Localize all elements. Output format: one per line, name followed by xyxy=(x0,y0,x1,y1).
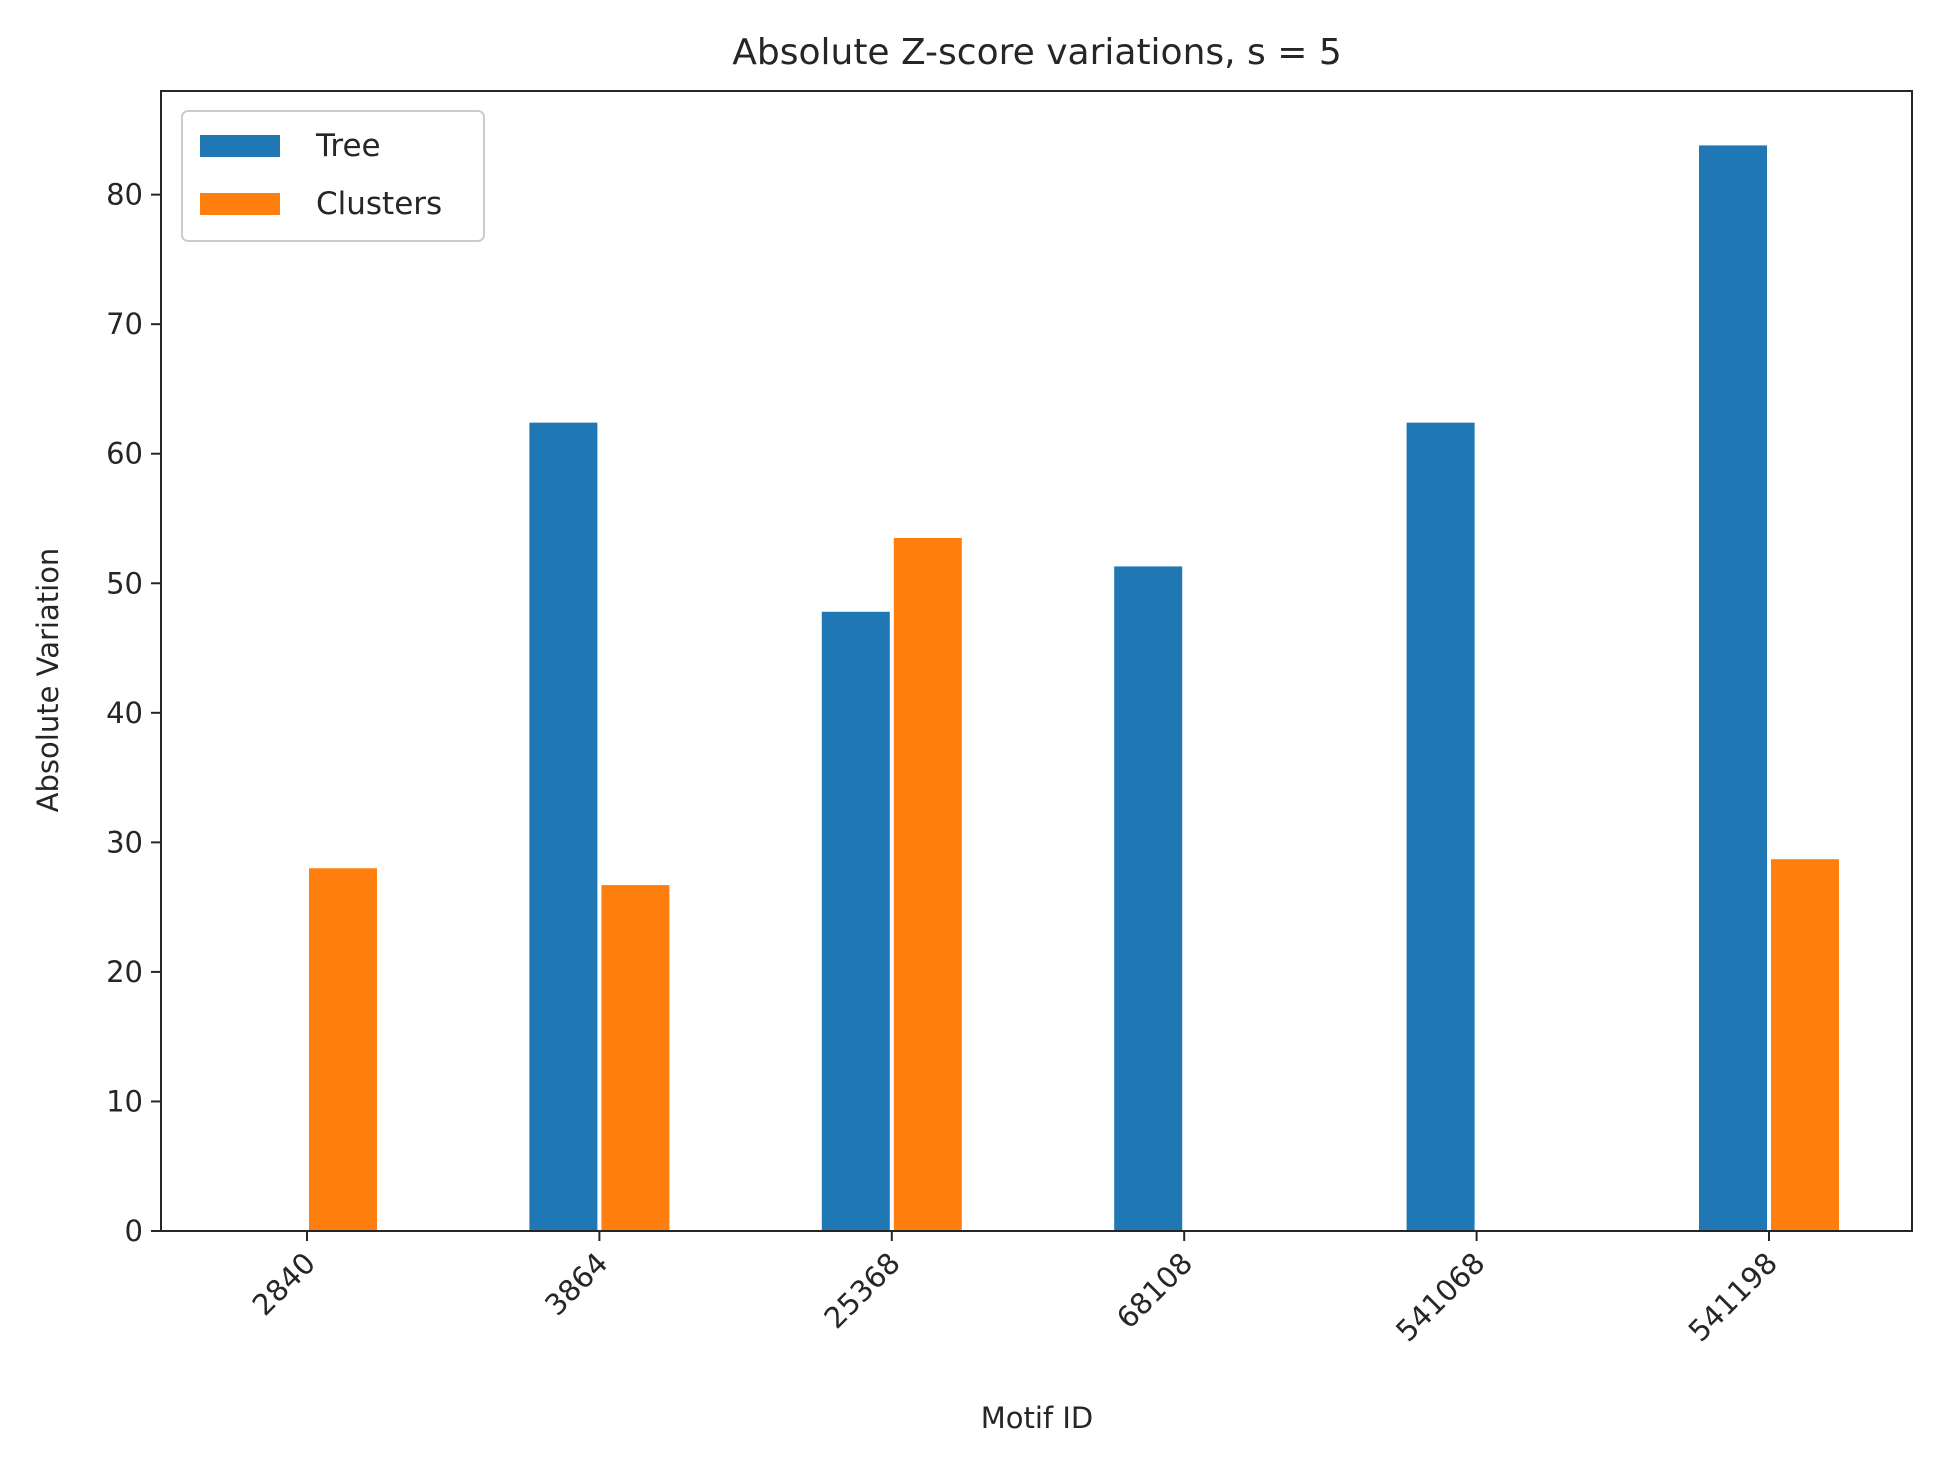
bar-tree-25368 xyxy=(821,611,890,1231)
bar-tree-3864 xyxy=(529,422,598,1231)
bar-clusters-25368 xyxy=(893,537,962,1231)
legend: Tree Clusters xyxy=(181,110,485,242)
bar-tree-68108 xyxy=(1114,566,1183,1231)
y-tick-label: 10 xyxy=(106,1084,143,1118)
y-tick-label: 50 xyxy=(106,566,143,600)
y-tick-label: 20 xyxy=(106,955,143,989)
y-tick-label: 70 xyxy=(106,307,143,341)
y-tick-label: 80 xyxy=(106,178,143,212)
plot-area xyxy=(309,145,1839,1232)
bar-clusters-2840 xyxy=(309,868,377,1231)
y-tick-label: 40 xyxy=(106,696,143,730)
y-axis-label: Absolute Variation xyxy=(31,548,65,813)
axes-frame xyxy=(160,90,1913,1232)
y-tick-label: 60 xyxy=(106,437,143,471)
bar-tree-541068 xyxy=(1406,422,1475,1231)
legend-swatch-tree xyxy=(200,135,280,157)
y-tick-label: 30 xyxy=(106,825,143,859)
legend-swatch-clusters xyxy=(200,193,280,215)
bar-tree-541198 xyxy=(1699,145,1767,1232)
legend-label-tree: Tree xyxy=(315,128,381,164)
x-axis-label: Motif ID xyxy=(981,1401,1094,1435)
chart-title: Absolute Z-score variations, s = 5 xyxy=(732,32,1342,73)
bar-clusters-3864 xyxy=(601,885,670,1231)
y-tick-label: 0 xyxy=(125,1214,143,1248)
bar-clusters-541198 xyxy=(1771,859,1839,1231)
legend-label-clusters: Clusters xyxy=(316,186,442,222)
